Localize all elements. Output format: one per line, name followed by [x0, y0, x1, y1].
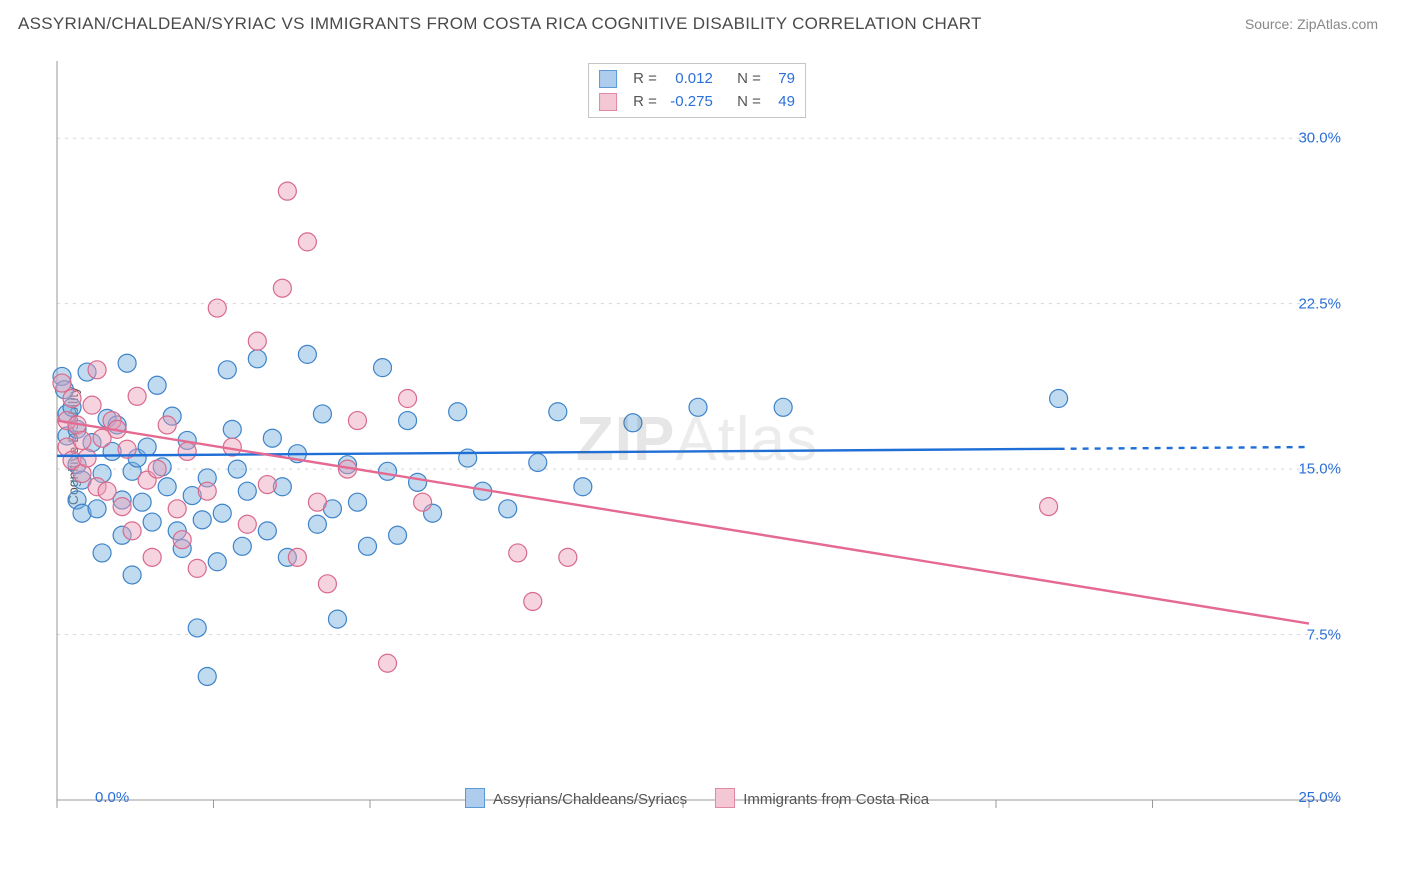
source-link[interactable]: ZipAtlas.com — [1297, 16, 1378, 32]
series-swatch — [599, 70, 617, 88]
legend-label: Assyrians/Chaldeans/Syriacs — [493, 791, 687, 808]
y-tick-label: 15.0% — [1298, 461, 1341, 478]
bottom-legend: Assyrians/Chaldeans/Syriacs Immigrants fr… — [49, 788, 1345, 808]
stat-n-label: N = — [737, 68, 761, 91]
stat-r-value: -0.275 — [665, 91, 713, 114]
scatter-plot-svg — [49, 58, 1345, 824]
legend-swatch — [715, 788, 735, 808]
legend-swatch — [465, 788, 485, 808]
stat-r-label: R = — [633, 68, 657, 91]
legend-item: Immigrants from Costa Rica — [715, 788, 929, 808]
stat-n-value: 49 — [769, 91, 795, 114]
stat-n-label: N = — [737, 91, 761, 114]
y-tick-label: 7.5% — [1307, 626, 1341, 643]
stat-n-value: 79 — [769, 68, 795, 91]
chart-title: ASSYRIAN/CHALDEAN/SYRIAC VS IMMIGRANTS F… — [18, 14, 982, 34]
series-swatch — [599, 93, 617, 111]
stat-r-value: 0.012 — [665, 68, 713, 91]
stats-legend-box: R = 0.012 N = 79R = -0.275 N = 49 — [588, 63, 806, 118]
source-attribution: Source: ZipAtlas.com — [1245, 16, 1378, 32]
legend-item: Assyrians/Chaldeans/Syriacs — [465, 788, 687, 808]
y-tick-label: 30.0% — [1298, 130, 1341, 147]
stats-row: R = -0.275 N = 49 — [599, 91, 795, 114]
plot-area: ZIPAtlas R = 0.012 N = 79R = -0.275 N = … — [49, 58, 1345, 824]
stats-row: R = 0.012 N = 79 — [599, 68, 795, 91]
title-bar: ASSYRIAN/CHALDEAN/SYRIAC VS IMMIGRANTS F… — [0, 0, 1406, 40]
y-tick-label: 22.5% — [1298, 295, 1341, 312]
stat-r-label: R = — [633, 91, 657, 114]
source-label: Source: — [1245, 16, 1293, 32]
legend-label: Immigrants from Costa Rica — [743, 791, 929, 808]
